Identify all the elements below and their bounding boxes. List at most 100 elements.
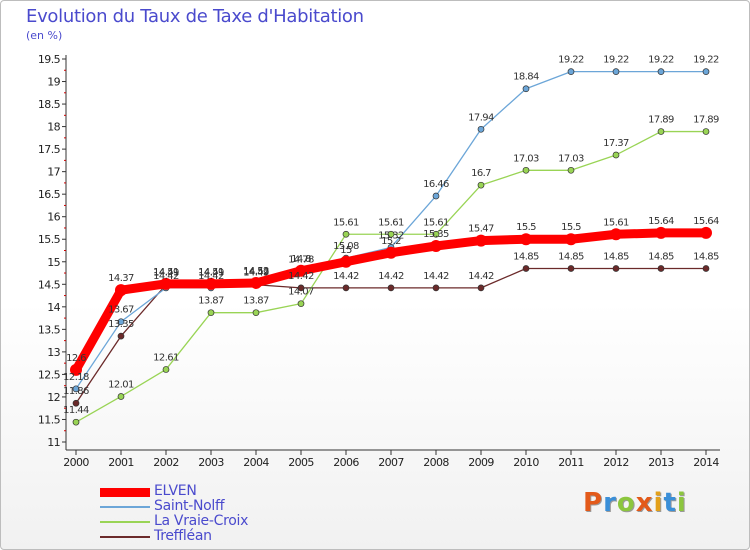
data-point — [160, 277, 172, 290]
data-label: 15.61 — [603, 217, 629, 228]
legend-label: ELVEN — [154, 483, 197, 499]
data-label: 13.35 — [108, 319, 134, 330]
data-point — [522, 166, 530, 174]
data-label: 17.37 — [603, 138, 629, 149]
data-label: 14.49 — [153, 268, 179, 279]
data-point — [477, 284, 485, 292]
data-point — [612, 151, 620, 159]
data-point — [565, 233, 577, 246]
x-tick-label: 2009 — [468, 456, 494, 469]
legend-label: Saint-Nolff — [154, 498, 225, 514]
logo-letter: r — [603, 488, 617, 518]
data-point — [567, 265, 575, 272]
logo-letter: o — [616, 488, 636, 518]
data-label: 11.44 — [63, 405, 89, 416]
chart-axes: 11 11.5 12 12.5 13 13.5 14 14.5 15 15.5 16 16.5 17 17… — [38, 53, 720, 469]
x-tick-label: 2012 — [603, 456, 629, 469]
data-label: 14.37 — [108, 273, 134, 284]
y-tick-label: 18.5 — [38, 98, 61, 111]
data-point — [567, 68, 575, 75]
data-point — [702, 128, 710, 135]
data-label: 14.49 — [198, 268, 224, 279]
data-label: 19.22 — [648, 55, 674, 66]
x-tick-label: 2007 — [378, 456, 404, 469]
data-point — [117, 318, 125, 326]
data-label: 17.03 — [513, 153, 539, 164]
data-label: 17.89 — [693, 115, 719, 126]
data-label: 16.7 — [471, 168, 491, 179]
y-tick-label: 18 — [47, 121, 60, 134]
data-point — [657, 128, 665, 135]
logo-letter: t — [663, 488, 677, 518]
data-point — [295, 264, 307, 277]
data-point — [430, 239, 442, 252]
data-label: 15.5 — [561, 222, 581, 233]
data-label: 14.51 — [153, 267, 179, 278]
data-point — [612, 68, 620, 75]
data-point — [657, 265, 665, 272]
y-tick-label: 19 — [47, 76, 60, 89]
data-point — [70, 363, 82, 376]
y-tick-label: 14 — [47, 301, 60, 314]
unit-label: (en %) — [26, 29, 63, 42]
legend-swatch — [100, 488, 150, 497]
x-tick-label: 2000 — [63, 456, 89, 469]
data-label: 16.46 — [423, 179, 449, 190]
data-point — [72, 399, 80, 407]
logo-letter: i — [653, 488, 664, 518]
data-point — [117, 332, 125, 340]
data-label: 19.22 — [558, 55, 584, 66]
y-tick-label: 13 — [47, 346, 60, 359]
data-label: 17.89 — [648, 115, 674, 126]
logo-letter: P — [583, 488, 604, 518]
x-tick-label: 2010 — [513, 456, 539, 469]
y-tick-label: 12 — [47, 391, 60, 404]
data-label: 14.85 — [558, 252, 584, 263]
data-point — [657, 68, 665, 75]
data-label: 14.8 — [291, 254, 311, 265]
y-tick-label: 14.5 — [38, 278, 61, 291]
data-point — [205, 277, 217, 290]
data-label: 15.2 — [381, 236, 401, 247]
data-label: 17.03 — [558, 153, 584, 164]
y-tick-label: 11 — [47, 436, 60, 449]
y-tick-label: 19.5 — [38, 53, 61, 66]
legend-swatch — [100, 506, 150, 508]
legend-label: Treffléan — [154, 528, 212, 544]
data-label: 15.35 — [423, 229, 449, 240]
data-label: 14.42 — [423, 271, 449, 282]
data-point — [162, 366, 170, 373]
data-point — [117, 393, 125, 400]
legend-swatch — [100, 521, 150, 523]
data-label: 13.67 — [108, 305, 134, 316]
data-label: 14.42 — [468, 271, 494, 282]
legend-label: La Vraie-Croix — [154, 513, 249, 529]
data-label: 15.61 — [378, 217, 404, 228]
y-tick-label: 16 — [47, 211, 60, 224]
logo-letter: x — [635, 488, 654, 518]
data-point — [340, 255, 352, 268]
data-point — [387, 284, 395, 292]
data-label: 12.61 — [153, 352, 179, 363]
data-label: 17.94 — [468, 112, 494, 123]
series-layer — [70, 68, 712, 426]
x-tick-label: 2002 — [153, 456, 179, 469]
data-point — [567, 166, 575, 174]
y-tick-label: 12.5 — [38, 368, 61, 381]
data-label: 14.49 — [243, 268, 269, 279]
data-label: 19.22 — [693, 55, 719, 66]
data-point — [250, 276, 262, 289]
data-label: 14.85 — [693, 252, 719, 263]
data-point — [700, 226, 712, 239]
data-point — [342, 284, 350, 292]
data-label: 13.87 — [198, 296, 224, 307]
y-tick-label: 13.5 — [38, 323, 61, 336]
data-label: 14.42 — [153, 271, 179, 282]
y-tick-label: 17.5 — [38, 143, 61, 156]
data-label: 15.32 — [378, 230, 404, 241]
data-label: 14.42 — [333, 271, 359, 282]
data-label: 12.6 — [66, 353, 86, 364]
chart-title: Evolution du Taux de Taxe d'Habitation — [26, 6, 364, 27]
